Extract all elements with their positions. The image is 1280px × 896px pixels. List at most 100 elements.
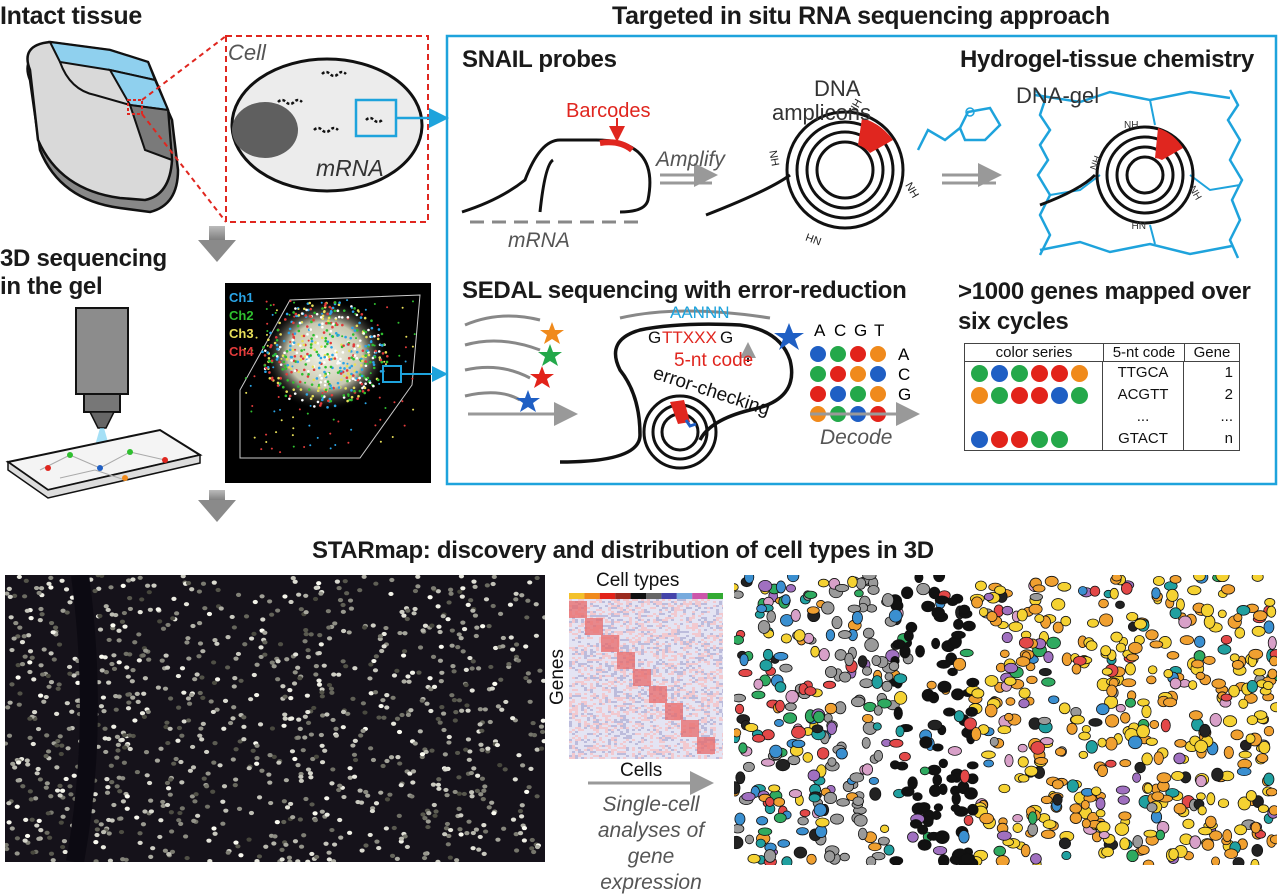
heat-cell	[671, 625, 674, 627]
heat-cell	[644, 605, 647, 607]
heat-cell	[581, 619, 584, 621]
nucleus	[168, 727, 173, 731]
heat-cell	[641, 715, 644, 717]
heat-cell	[575, 677, 578, 679]
nucleus	[117, 789, 122, 793]
nucleus	[47, 836, 52, 840]
heat-cell	[590, 645, 593, 647]
heat-cell	[587, 647, 590, 649]
heat-cell	[599, 711, 602, 713]
heat-cell	[698, 649, 701, 651]
nucleus	[431, 655, 436, 659]
signal-dot	[329, 388, 331, 390]
heat-cell	[686, 661, 689, 663]
heat-cell	[722, 609, 723, 611]
heat-cell	[605, 687, 608, 689]
nucleus	[317, 633, 322, 637]
decode-dot	[850, 386, 866, 402]
heat-cell	[704, 705, 707, 707]
nucleus	[242, 642, 247, 646]
heat-cell	[656, 609, 659, 611]
heat-cell	[581, 639, 584, 641]
heat-cell	[689, 683, 692, 685]
nucleus	[29, 616, 34, 620]
heat-cell	[641, 609, 644, 611]
heat-cell	[593, 655, 596, 657]
signal-dot	[269, 360, 272, 363]
nucleus	[401, 653, 406, 657]
heat-cell	[632, 715, 635, 717]
heat-cell	[710, 625, 713, 627]
heat-cell	[719, 671, 722, 673]
nucleus	[244, 614, 249, 618]
heat-cell	[671, 693, 674, 695]
nucleus	[139, 597, 144, 601]
heat-cell	[698, 637, 701, 639]
heat-cell	[572, 687, 575, 689]
decode-dot	[810, 346, 826, 362]
heat-cell	[668, 701, 671, 703]
heat-cell	[629, 619, 632, 621]
nucleus	[457, 590, 462, 594]
heat-cell	[650, 615, 653, 617]
signal-dot	[335, 322, 337, 324]
heat-cell	[647, 633, 650, 635]
heat-cell	[641, 639, 644, 641]
heat-cell	[638, 689, 641, 691]
heat-cell	[659, 599, 662, 601]
heat-cell	[614, 679, 617, 681]
signal-dot	[347, 442, 349, 444]
heat-cell	[674, 661, 677, 663]
heat-cell	[647, 609, 650, 611]
nucleus	[51, 858, 56, 862]
heat-cell	[713, 699, 716, 701]
heat-cell	[722, 621, 723, 623]
heat-cell	[581, 667, 584, 669]
heat-cell	[587, 717, 590, 719]
nucleus	[197, 734, 202, 738]
heat-cell	[641, 619, 644, 621]
heat-cell	[674, 671, 677, 673]
heat-cell	[617, 601, 620, 603]
color-dot	[1051, 365, 1068, 382]
signal-dot	[378, 350, 381, 353]
heat-cell	[653, 653, 656, 655]
heat-cell	[680, 611, 683, 613]
nucleus	[306, 767, 311, 771]
nucleus	[526, 671, 531, 675]
heat-cell	[716, 639, 719, 641]
signal-dot	[304, 363, 307, 366]
heat-cell	[686, 603, 689, 605]
heat-cell	[608, 633, 611, 635]
nucleus	[44, 733, 49, 737]
heat-cell	[599, 689, 602, 691]
nucleus	[292, 757, 297, 761]
heat-cell	[575, 633, 578, 635]
heat-cell	[641, 647, 644, 649]
heat-cell	[641, 631, 644, 633]
nucleus	[473, 613, 478, 617]
heat-cell	[620, 681, 623, 683]
heat-cell	[662, 707, 665, 709]
heat-cell	[695, 609, 698, 611]
heat-cell	[623, 613, 626, 615]
nucleus	[226, 851, 231, 855]
nucleus	[455, 751, 460, 755]
signal-dot	[327, 320, 330, 323]
heat-cell	[710, 635, 713, 637]
heat-cell	[695, 655, 698, 657]
heat-cell	[704, 605, 707, 607]
heat-cell	[572, 657, 575, 659]
nucleus	[54, 765, 59, 769]
signal-dot	[359, 390, 362, 393]
heat-cell	[653, 607, 656, 609]
signal-dot	[266, 308, 268, 310]
nucleus	[453, 790, 458, 794]
heat-cell	[677, 633, 680, 635]
heat-cell	[581, 621, 584, 623]
nucleus	[540, 730, 545, 734]
heat-cell	[662, 657, 665, 659]
nucleus	[177, 811, 182, 815]
nucleus	[436, 777, 441, 781]
heat-cell	[686, 689, 689, 691]
